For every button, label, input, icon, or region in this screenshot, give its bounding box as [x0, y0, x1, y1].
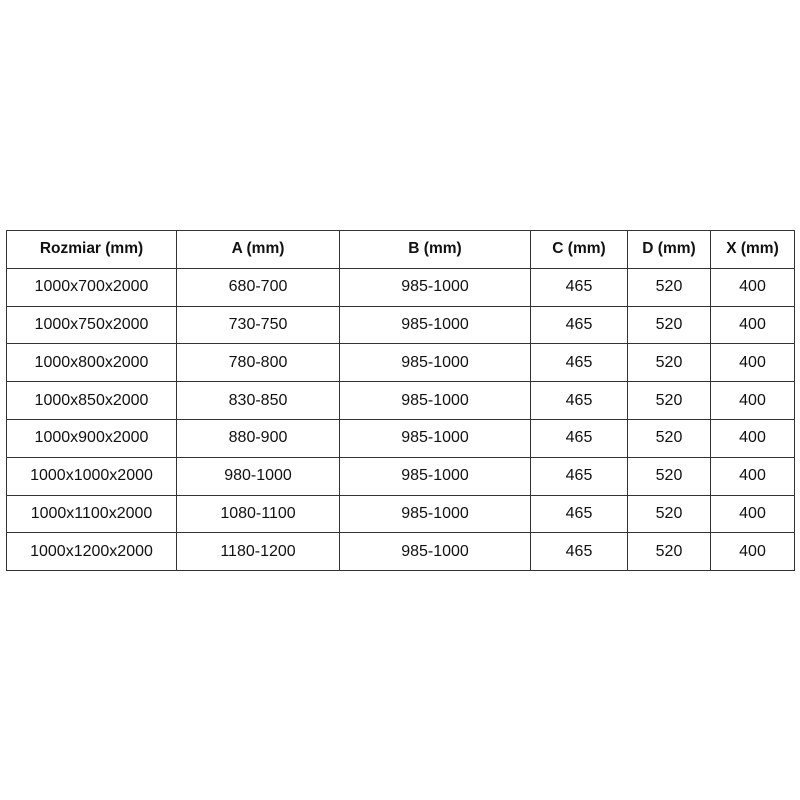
cell-a: 1080-1100	[176, 494, 340, 534]
header-d: D (mm)	[627, 230, 711, 269]
header-size: Rozmiar (mm)	[6, 230, 177, 269]
table-row: 1000x1000x2000 980-1000 985-1000 465 520 400	[6, 456, 795, 496]
cell-d: 520	[627, 381, 711, 420]
table-row: 1000x800x2000 780-800 985-1000 465 520 400	[6, 343, 795, 383]
cell-x: 400	[710, 532, 795, 572]
dimensions-table: Rozmiar (mm) A (mm) B (mm) C (mm) D (mm) X (m…	[6, 230, 795, 572]
cell-x: 400	[710, 343, 795, 383]
cell-c: 465	[530, 381, 628, 420]
cell-c: 465	[530, 267, 628, 307]
cell-d: 520	[627, 532, 711, 572]
cell-d: 520	[627, 305, 711, 345]
cell-x: 400	[710, 267, 795, 307]
header-x: X (mm)	[710, 230, 795, 269]
cell-size: 1000x700x2000	[6, 267, 177, 307]
table-row: 1000x700x2000 680-700 985-1000 465 520 400	[6, 267, 795, 307]
cell-size: 1000x1200x2000	[6, 532, 177, 572]
cell-d: 520	[627, 267, 711, 307]
cell-c: 465	[530, 305, 628, 345]
cell-b: 985-1000	[339, 456, 531, 496]
cell-a: 730-750	[176, 305, 340, 345]
cell-x: 400	[710, 381, 795, 420]
cell-d: 520	[627, 494, 711, 534]
cell-x: 400	[710, 418, 795, 458]
cell-size: 1000x900x2000	[6, 418, 177, 458]
cell-size: 1000x800x2000	[6, 343, 177, 383]
cell-size: 1000x850x2000	[6, 381, 177, 420]
cell-d: 520	[627, 418, 711, 458]
table-row: 1000x1100x2000 1080-1100 985-1000 465 520 400	[6, 494, 795, 534]
header-c: C (mm)	[530, 230, 628, 269]
cell-x: 400	[710, 305, 795, 345]
cell-c: 465	[530, 343, 628, 383]
cell-a: 880-900	[176, 418, 340, 458]
cell-size: 1000x750x2000	[6, 305, 177, 345]
cell-d: 520	[627, 456, 711, 496]
header-b: B (mm)	[339, 230, 531, 269]
cell-a: 980-1000	[176, 456, 340, 496]
table-row: 1000x850x2000 830-850 985-1000 465 520 400	[6, 381, 795, 420]
cell-b: 985-1000	[339, 305, 531, 345]
table-row: 1000x750x2000 730-750 985-1000 465 520 400	[6, 305, 795, 345]
cell-b: 985-1000	[339, 267, 531, 307]
cell-a: 830-850	[176, 381, 340, 420]
cell-x: 400	[710, 456, 795, 496]
table-row: 1000x1200x2000 1180-1200 985-1000 465 520 400	[6, 532, 795, 572]
cell-b: 985-1000	[339, 418, 531, 458]
cell-b: 985-1000	[339, 494, 531, 534]
cell-a: 680-700	[176, 267, 340, 307]
cell-size: 1000x1000x2000	[6, 456, 177, 496]
cell-c: 465	[530, 532, 628, 572]
cell-c: 465	[530, 418, 628, 458]
header-a: A (mm)	[176, 230, 340, 269]
cell-c: 465	[530, 494, 628, 534]
cell-a: 780-800	[176, 343, 340, 383]
cell-b: 985-1000	[339, 343, 531, 383]
cell-size: 1000x1100x2000	[6, 494, 177, 534]
cell-b: 985-1000	[339, 381, 531, 420]
cell-b: 985-1000	[339, 532, 531, 572]
cell-c: 465	[530, 456, 628, 496]
cell-a: 1180-1200	[176, 532, 340, 572]
table-row: 1000x900x2000 880-900 985-1000 465 520 400	[6, 418, 795, 458]
cell-d: 520	[627, 343, 711, 383]
header-row: Rozmiar (mm) A (mm) B (mm) C (mm) D (mm) X (m…	[6, 230, 795, 269]
cell-x: 400	[710, 494, 795, 534]
